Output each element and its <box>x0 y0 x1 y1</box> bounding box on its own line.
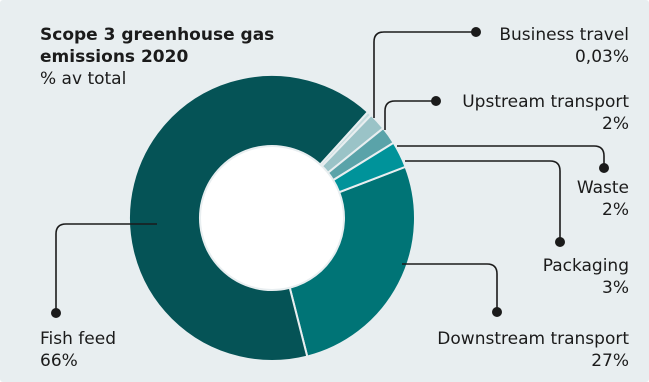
slice-downstream-transport <box>288 165 416 358</box>
leader-waste-dot <box>599 163 609 173</box>
leader-business-travel <box>373 31 476 118</box>
slice-value: 66% <box>40 351 78 371</box>
label-upstream-transport: Upstream transport 2% <box>462 91 629 135</box>
slice-packaging <box>331 141 407 194</box>
leader-packaging <box>405 160 561 242</box>
leader-upstream-transport <box>384 100 436 130</box>
label-downstream-transport: Downstream transport 27% <box>437 328 629 372</box>
leader-fish-feed <box>55 223 157 313</box>
slice-name: Business travel <box>499 25 629 45</box>
leader-packaging-dot <box>555 237 565 247</box>
slice-value: 3% <box>602 278 629 298</box>
slice-name: Waste <box>576 178 629 198</box>
label-fish-feed: Fish feed 66% <box>40 328 116 372</box>
chart-subtitle: % av total <box>40 69 127 89</box>
slice-name: Packaging <box>542 256 629 276</box>
leader-waste <box>397 145 605 168</box>
donut-hole <box>201 147 343 289</box>
leader-upstream-transport-dot <box>431 96 441 106</box>
slice-fish-feed <box>128 74 370 362</box>
leader-fish-feed-dot <box>51 308 61 318</box>
leader-downstream-transport-dot <box>492 307 502 317</box>
leader-downstream-transport <box>402 263 498 312</box>
slice-name: Fish feed <box>40 329 116 349</box>
slice-name: Downstream transport <box>437 329 629 349</box>
label-waste: Waste 2% <box>577 177 629 221</box>
label-packaging: Packaging 3% <box>543 255 629 299</box>
chart-title-line-2: emissions 2020 <box>40 47 189 67</box>
chart-title: Scope 3 greenhouse gas emissions 2020 <box>40 24 274 68</box>
slice-value: 27% <box>591 351 629 371</box>
slice-value: 2% <box>602 114 629 134</box>
leader-business-travel-dot <box>471 27 481 37</box>
slice-name: Upstream transport <box>462 92 629 112</box>
slice-value: 2% <box>602 200 629 220</box>
slice-value: 0,03% <box>574 47 629 67</box>
chart-title-line-1: Scope 3 greenhouse gas <box>40 25 275 45</box>
label-business-travel: Business travel 0,03% <box>499 24 629 68</box>
